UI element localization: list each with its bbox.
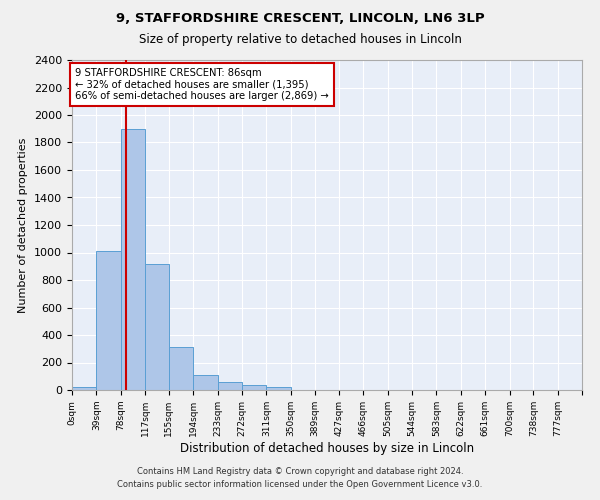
Bar <box>72 387 96 390</box>
Text: Contains public sector information licensed under the Open Government Licence v3: Contains public sector information licen… <box>118 480 482 489</box>
Text: Size of property relative to detached houses in Lincoln: Size of property relative to detached ho… <box>139 32 461 46</box>
Text: 9 STAFFORDSHIRE CRESCENT: 86sqm
← 32% of detached houses are smaller (1,395)
66%: 9 STAFFORDSHIRE CRESCENT: 86sqm ← 32% of… <box>75 68 329 102</box>
Text: Contains HM Land Registry data © Crown copyright and database right 2024.: Contains HM Land Registry data © Crown c… <box>137 467 463 476</box>
Bar <box>169 346 193 390</box>
Bar <box>193 375 218 390</box>
Bar <box>121 128 145 390</box>
Bar <box>145 264 169 390</box>
Text: 9, STAFFORDSHIRE CRESCENT, LINCOLN, LN6 3LP: 9, STAFFORDSHIRE CRESCENT, LINCOLN, LN6 … <box>116 12 484 26</box>
X-axis label: Distribution of detached houses by size in Lincoln: Distribution of detached houses by size … <box>180 442 474 454</box>
Bar <box>242 385 266 390</box>
Bar <box>266 387 290 390</box>
Bar <box>218 382 242 390</box>
Bar <box>97 251 121 390</box>
Y-axis label: Number of detached properties: Number of detached properties <box>19 138 28 312</box>
